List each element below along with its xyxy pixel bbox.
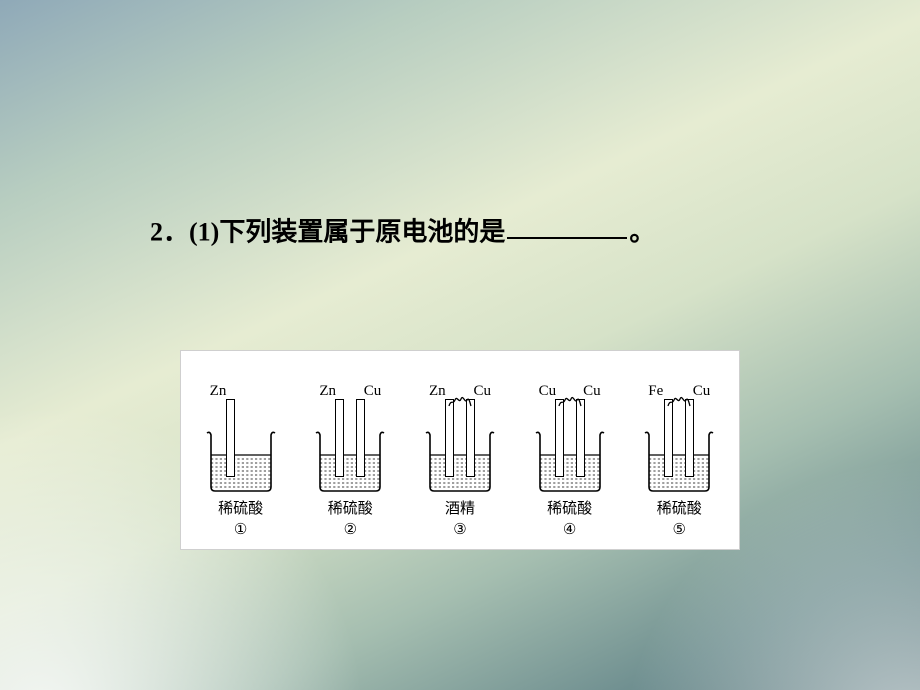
beaker-icon: [533, 431, 607, 493]
cell-number: ①: [234, 520, 247, 539]
electrode-right: [685, 399, 694, 477]
electrode-label-left: Zn: [210, 383, 227, 400]
electrode-left: [445, 399, 454, 477]
beaker-wrap: Cu Cu: [525, 383, 615, 493]
electrode-label-right: Cu: [473, 383, 491, 400]
beaker-icon: [423, 431, 497, 493]
electrode-label-left: Zn: [319, 383, 336, 400]
apparatus-cell: Fe Cu 稀硫酸 ⑤: [629, 383, 729, 539]
electrode-labels: Fe Cu: [634, 383, 724, 400]
answer-blank: [507, 208, 627, 239]
electrode-right: [356, 399, 365, 477]
beaker-icon: [313, 431, 387, 493]
electrode-left: [226, 399, 235, 477]
apparatus-cell: Zn Cu 酒精 ③: [410, 383, 510, 539]
solution-label: 酒精: [445, 497, 475, 518]
electrode-label-left: Zn: [429, 383, 446, 400]
electrode-left: [664, 399, 673, 477]
electrode-labels: Zn Cu: [415, 383, 505, 400]
electrode-right: [576, 399, 585, 477]
figure-panel: Zn 稀硫酸 ① Zn Cu 稀硫酸 ② Zn Cu 酒精 ③ Cu Cu 稀硫酸 ④ Fe Cu 稀硫酸 ⑤: [180, 350, 740, 550]
beaker-icon: [642, 431, 716, 493]
cell-number: ④: [563, 520, 576, 539]
electrode-label-left: Cu: [539, 383, 557, 400]
electrode-label-right: Cu: [693, 383, 711, 400]
question-suffix: 。: [629, 218, 655, 247]
electrode-labels: Zn: [196, 383, 286, 400]
electrode-left: [335, 399, 344, 477]
cell-number: ②: [344, 520, 357, 539]
electrode-label-right: Cu: [583, 383, 601, 400]
slide: 2．(1)下列装置属于原电池的是 。 Zn 稀硫酸 ① Zn Cu 稀硫酸 ② Zn Cu 酒精 ③ C…: [0, 0, 920, 690]
beaker-wrap: Zn Cu: [305, 383, 395, 493]
cell-number: ③: [453, 520, 466, 539]
apparatus-cell: Zn 稀硫酸 ①: [191, 383, 291, 539]
cell-number: ⑤: [673, 520, 686, 539]
electrode-label-left: Fe: [648, 383, 663, 400]
beaker-icon: [204, 431, 278, 493]
solution-label: 稀硫酸: [218, 497, 263, 518]
solution-label: 稀硫酸: [328, 497, 373, 518]
solution-label: 稀硫酸: [547, 497, 592, 518]
apparatus-cell: Cu Cu 稀硫酸 ④: [520, 383, 620, 539]
question-text: 2．(1)下列装置属于原电池的是 。: [150, 210, 810, 253]
electrode-labels: Cu Cu: [525, 383, 615, 400]
beaker-wrap: Zn: [196, 383, 286, 493]
question-prefix: 2．(1)下列装置属于原电池的是: [150, 218, 505, 247]
apparatus-cell: Zn Cu 稀硫酸 ②: [300, 383, 400, 539]
electrode-labels: Zn Cu: [305, 383, 395, 400]
solution-label: 稀硫酸: [657, 497, 702, 518]
electrode-label-right: Cu: [364, 383, 382, 400]
beaker-wrap: Fe Cu: [634, 383, 724, 493]
electrode-right: [466, 399, 475, 477]
electrode-left: [555, 399, 564, 477]
beaker-wrap: Zn Cu: [415, 383, 505, 493]
